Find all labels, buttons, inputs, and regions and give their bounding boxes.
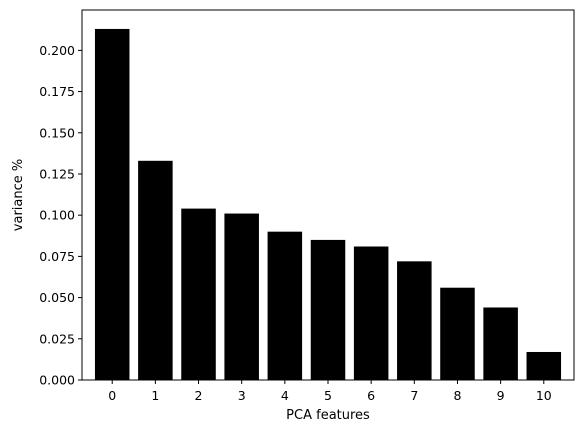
x-axis-label: PCA features	[286, 408, 370, 423]
bars-group	[94, 28, 562, 381]
bar-0	[94, 28, 130, 381]
x-tick-label: 10	[536, 388, 552, 403]
y-axis: 0.000 0.025 0.050 0.075 0.100 0.125 0.150 0.175…	[39, 43, 82, 388]
y-tick-label: 0.025	[39, 331, 75, 346]
bar-2	[181, 208, 216, 380]
x-tick-label: 2	[195, 388, 203, 403]
bar-8	[440, 287, 475, 380]
y-tick-label: 0.150	[39, 125, 75, 140]
y-axis-label: variance %	[11, 159, 26, 231]
x-tick-label: 7	[410, 388, 418, 403]
y-tick-label: 0.175	[39, 84, 75, 99]
bar-10	[526, 351, 562, 380]
x-tick-label: 6	[367, 388, 375, 403]
x-tick-label: 9	[497, 388, 505, 403]
x-tick-label: 4	[281, 388, 289, 403]
x-tick-label: 0	[108, 388, 116, 403]
bar-7	[397, 261, 432, 380]
y-tick-label: 0.125	[39, 166, 75, 181]
y-tick-label: 0.100	[39, 208, 75, 223]
y-tick-label: 0.000	[39, 373, 75, 388]
bar-9	[483, 307, 518, 380]
bar-1	[138, 160, 173, 380]
x-tick-label: 8	[453, 388, 461, 403]
y-tick-label: 0.075	[39, 249, 75, 264]
y-tick-label: 0.200	[39, 43, 75, 58]
bar-5	[310, 239, 346, 380]
x-axis: 0 1 2 3 4 5 6 7 8 9 10	[108, 380, 552, 403]
bar-6	[353, 246, 389, 380]
x-tick-label: 3	[238, 388, 246, 403]
x-tick-label: 5	[324, 388, 332, 403]
x-tick-label: 1	[151, 388, 159, 403]
bar-4	[267, 231, 303, 380]
bar-3	[224, 213, 259, 380]
y-tick-label: 0.050	[39, 290, 75, 305]
